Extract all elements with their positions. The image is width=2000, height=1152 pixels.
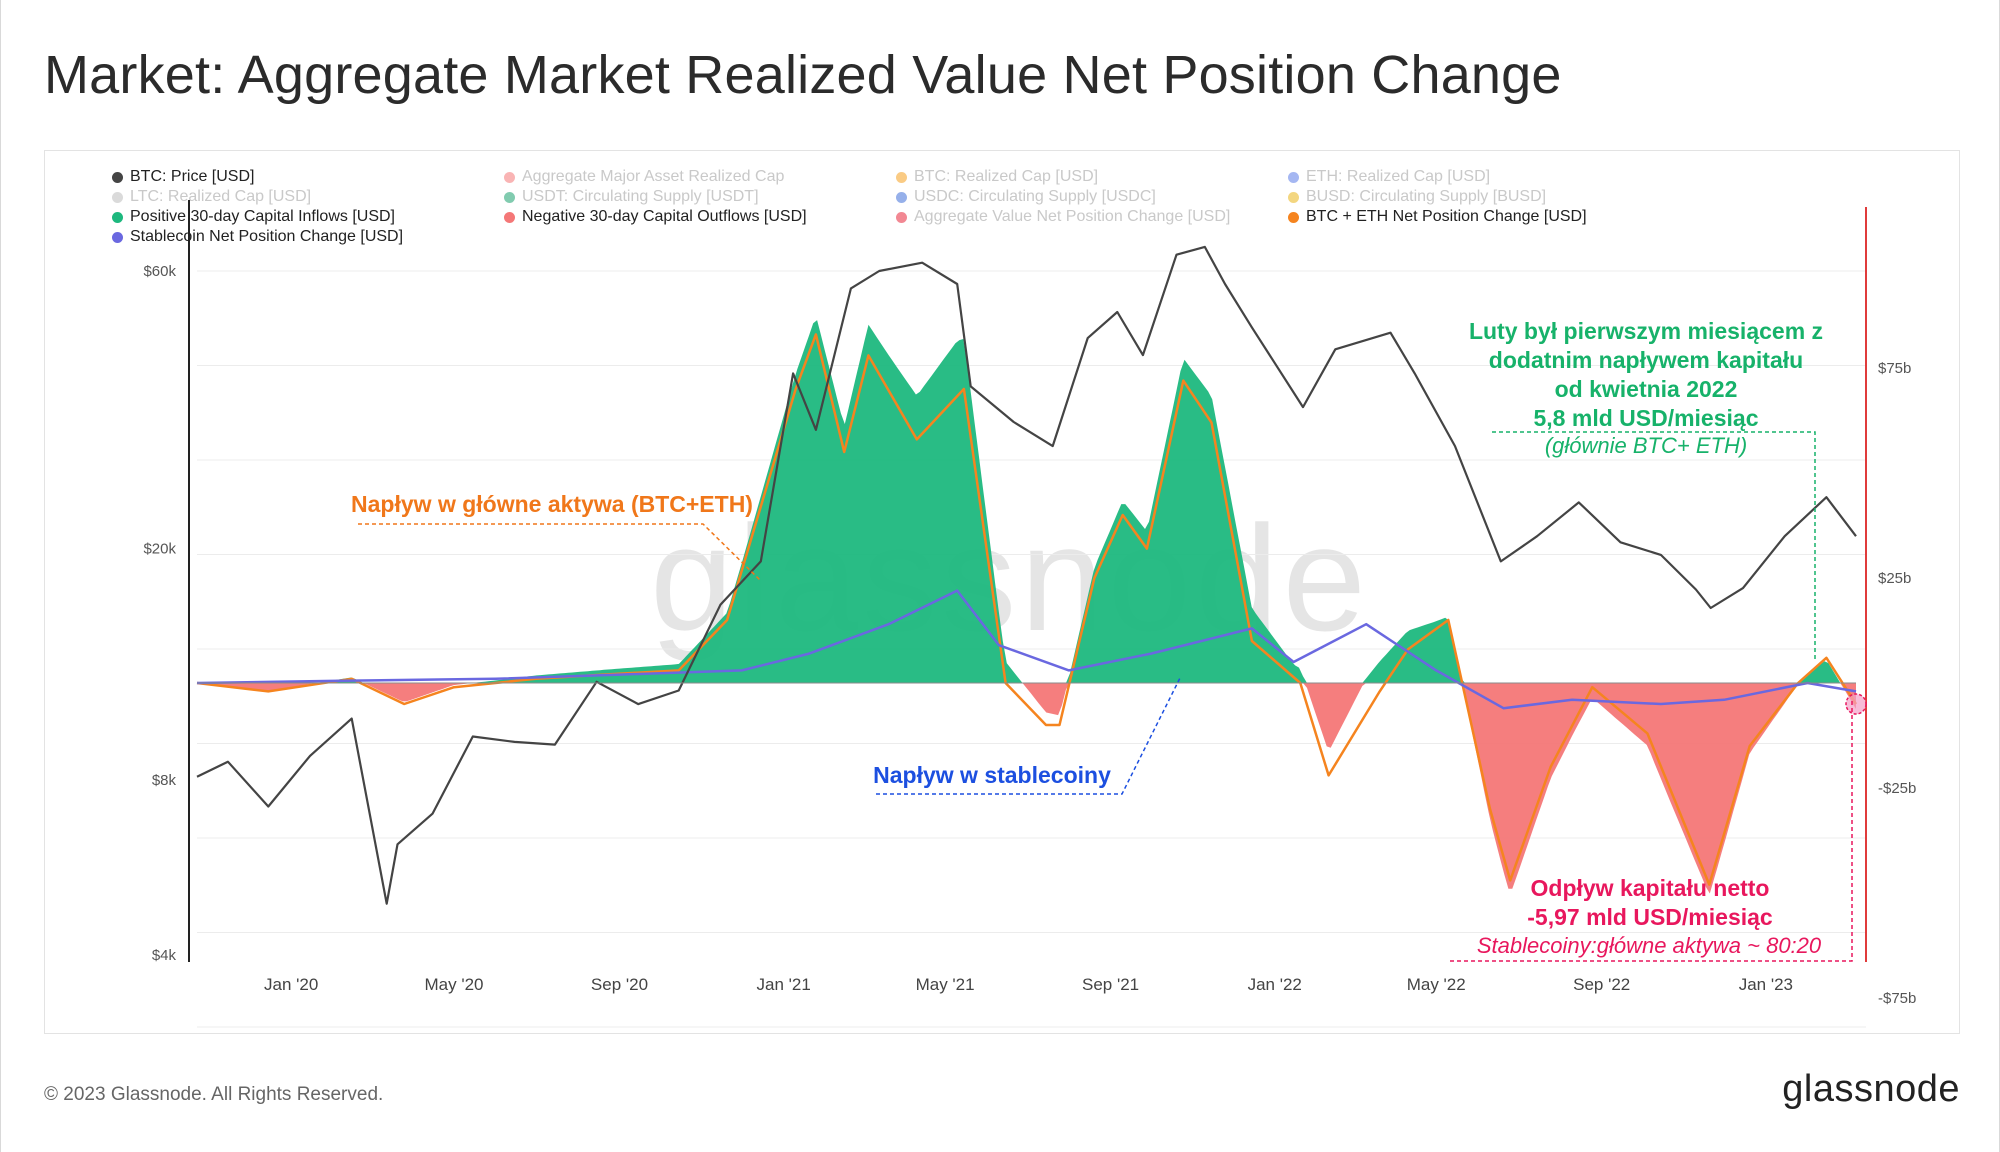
- area-layer: [197, 320, 1856, 894]
- annotation-orange-leader: [358, 523, 761, 581]
- annotation-green-line: 5,8 mld USD/miesiąc: [1534, 405, 1759, 431]
- line-layer: [196, 245, 1858, 905]
- legend-label: Negative 30-day Capital Outflows [USD]: [522, 208, 807, 225]
- legend-dot-icon: [1288, 191, 1299, 203]
- axes: $60k $20k $8k $4k $75b $25b -$25b -$75b Jan '20 M…: [143, 200, 1916, 1007]
- legend-item[interactable]: BTC: Realized Cap [USD]: [896, 168, 1098, 186]
- legend-dot-icon: [112, 171, 123, 183]
- legend-dot-icon: [896, 211, 907, 223]
- y-right-tick-label: -$25b: [1878, 780, 1916, 797]
- annotation-red-line: -5,97 mld USD/miesiąc: [1527, 904, 1773, 930]
- legend-dot-icon: [896, 191, 907, 203]
- legend-dot-icon: [896, 171, 907, 183]
- legend-item[interactable]: Aggregate Major Asset Realized Cap: [504, 168, 784, 186]
- negative-outflow-area: [197, 683, 1856, 894]
- y-right-tick-label: $25b: [1878, 570, 1911, 587]
- annotation-blue-leader: [876, 677, 1181, 795]
- legend-label: Aggregate Major Asset Realized Cap: [522, 168, 785, 185]
- x-tick-label: May '22: [1407, 975, 1466, 994]
- legend-label: Positive 30-day Capital Inflows [USD]: [130, 208, 395, 225]
- legend-label: Aggregate Value Net Position Change [USD…: [914, 208, 1231, 225]
- x-tick-label: May '21: [916, 975, 975, 994]
- legend-label: LTC: Realized Cap [USD]: [130, 188, 312, 205]
- legend-label: BTC: Price [USD]: [130, 168, 255, 185]
- x-tick-label: Jan '20: [264, 975, 318, 994]
- legend-item[interactable]: ETH: Realized Cap [USD]: [1288, 168, 1490, 186]
- legend-label: BTC + ETH Net Position Change [USD]: [1306, 208, 1587, 225]
- legend-dot-icon: [112, 191, 123, 203]
- btc-price-line: [196, 245, 1857, 905]
- latest-point-marker: [1845, 693, 1867, 715]
- copyright-text: © 2023 Glassnode. All Rights Reserved.: [44, 1084, 384, 1105]
- legend-item[interactable]: BTC: Price [USD]: [112, 168, 254, 186]
- annotation-green-italic: (głównie BTC+ ETH): [1545, 433, 1747, 458]
- legend-dot-icon: [504, 211, 515, 223]
- legend-dot-icon: [1288, 171, 1299, 183]
- y-left-tick-label: $60k: [143, 263, 176, 280]
- gridlines: [197, 270, 1866, 1028]
- annotation-green-line: Luty był pierwszym miesiącem z: [1469, 318, 1823, 344]
- legend-dot-icon: [504, 191, 515, 203]
- glassnode-logo: glassnode: [1782, 1068, 1960, 1110]
- legend-item[interactable]: USDC: Circulating Supply [USDC]: [896, 188, 1156, 206]
- legend-dot-icon: [1288, 211, 1299, 223]
- legend-dot-icon: [112, 231, 123, 243]
- x-tick-label: Jan '22: [1248, 975, 1302, 994]
- legend-item[interactable]: Aggregate Value Net Position Change [USD…: [896, 208, 1230, 226]
- annotation-orange: Napływ w główne aktywa (BTC+ETH): [351, 491, 753, 517]
- legend-label: ETH: Realized Cap [USD]: [1306, 168, 1491, 185]
- legend-label: USDC: Circulating Supply [USDC]: [914, 188, 1156, 205]
- legend-item[interactable]: USDT: Circulating Supply [USDT]: [504, 188, 759, 206]
- annotation-green-leader: [1492, 431, 1816, 660]
- legend-dot-icon: [504, 171, 515, 183]
- legend-item[interactable]: LTC: Realized Cap [USD]: [112, 188, 311, 206]
- legend-item[interactable]: BTC + ETH Net Position Change [USD]: [1288, 208, 1587, 226]
- x-tick-label: Sep '22: [1573, 975, 1630, 994]
- x-tick-label: Jan '23: [1739, 975, 1793, 994]
- legend-label: BTC: Realized Cap [USD]: [914, 168, 1099, 185]
- legend-label: Stablecoin Net Position Change [USD]: [130, 228, 404, 245]
- legend-label: USDT: Circulating Supply [USDT]: [522, 188, 759, 205]
- legend-item[interactable]: Negative 30-day Capital Outflows [USD]: [504, 208, 807, 226]
- page-title: Market: Aggregate Market Realized Value …: [44, 45, 1562, 105]
- legend-dot-icon: [112, 211, 123, 223]
- legend-item[interactable]: Stablecoin Net Position Change [USD]: [112, 228, 403, 246]
- y-left-tick-label: $8k: [152, 772, 177, 789]
- annotations: Luty był pierwszym miesiącem z dodatnim n…: [351, 318, 1867, 962]
- annotation-blue: Napływ w stablecoiny: [873, 762, 1111, 788]
- y-left-tick-label: $4k: [152, 947, 177, 964]
- annotation-green-line: dodatnim napływem kapitału: [1489, 347, 1803, 373]
- legend-label: BUSD: Circulating Supply [BUSD]: [1306, 188, 1547, 205]
- y-left-tick-label: $20k: [143, 540, 176, 557]
- annotation-red-leader: [1450, 700, 1853, 962]
- x-tick-label: May '20: [424, 975, 483, 994]
- x-tick-label: Sep '20: [591, 975, 648, 994]
- chart-panel: [44, 150, 1960, 1034]
- y-right-tick-label: $75b: [1878, 360, 1911, 377]
- stablecoin-net-line: [196, 589, 1857, 710]
- x-tick-label: Sep '21: [1082, 975, 1139, 994]
- legend-item[interactable]: BUSD: Circulating Supply [BUSD]: [1288, 188, 1546, 206]
- annotation-green-line: od kwietnia 2022: [1555, 376, 1738, 402]
- legend-item[interactable]: Positive 30-day Capital Inflows [USD]: [112, 208, 395, 226]
- y-right-tick-label: -$75b: [1878, 990, 1916, 1007]
- x-tick-label: Jan '21: [756, 975, 810, 994]
- annotation-red-italic: Stablecoiny:główne aktywa ~ 80:20: [1477, 933, 1822, 958]
- annotation-red-line: Odpływ kapitału netto: [1531, 875, 1770, 901]
